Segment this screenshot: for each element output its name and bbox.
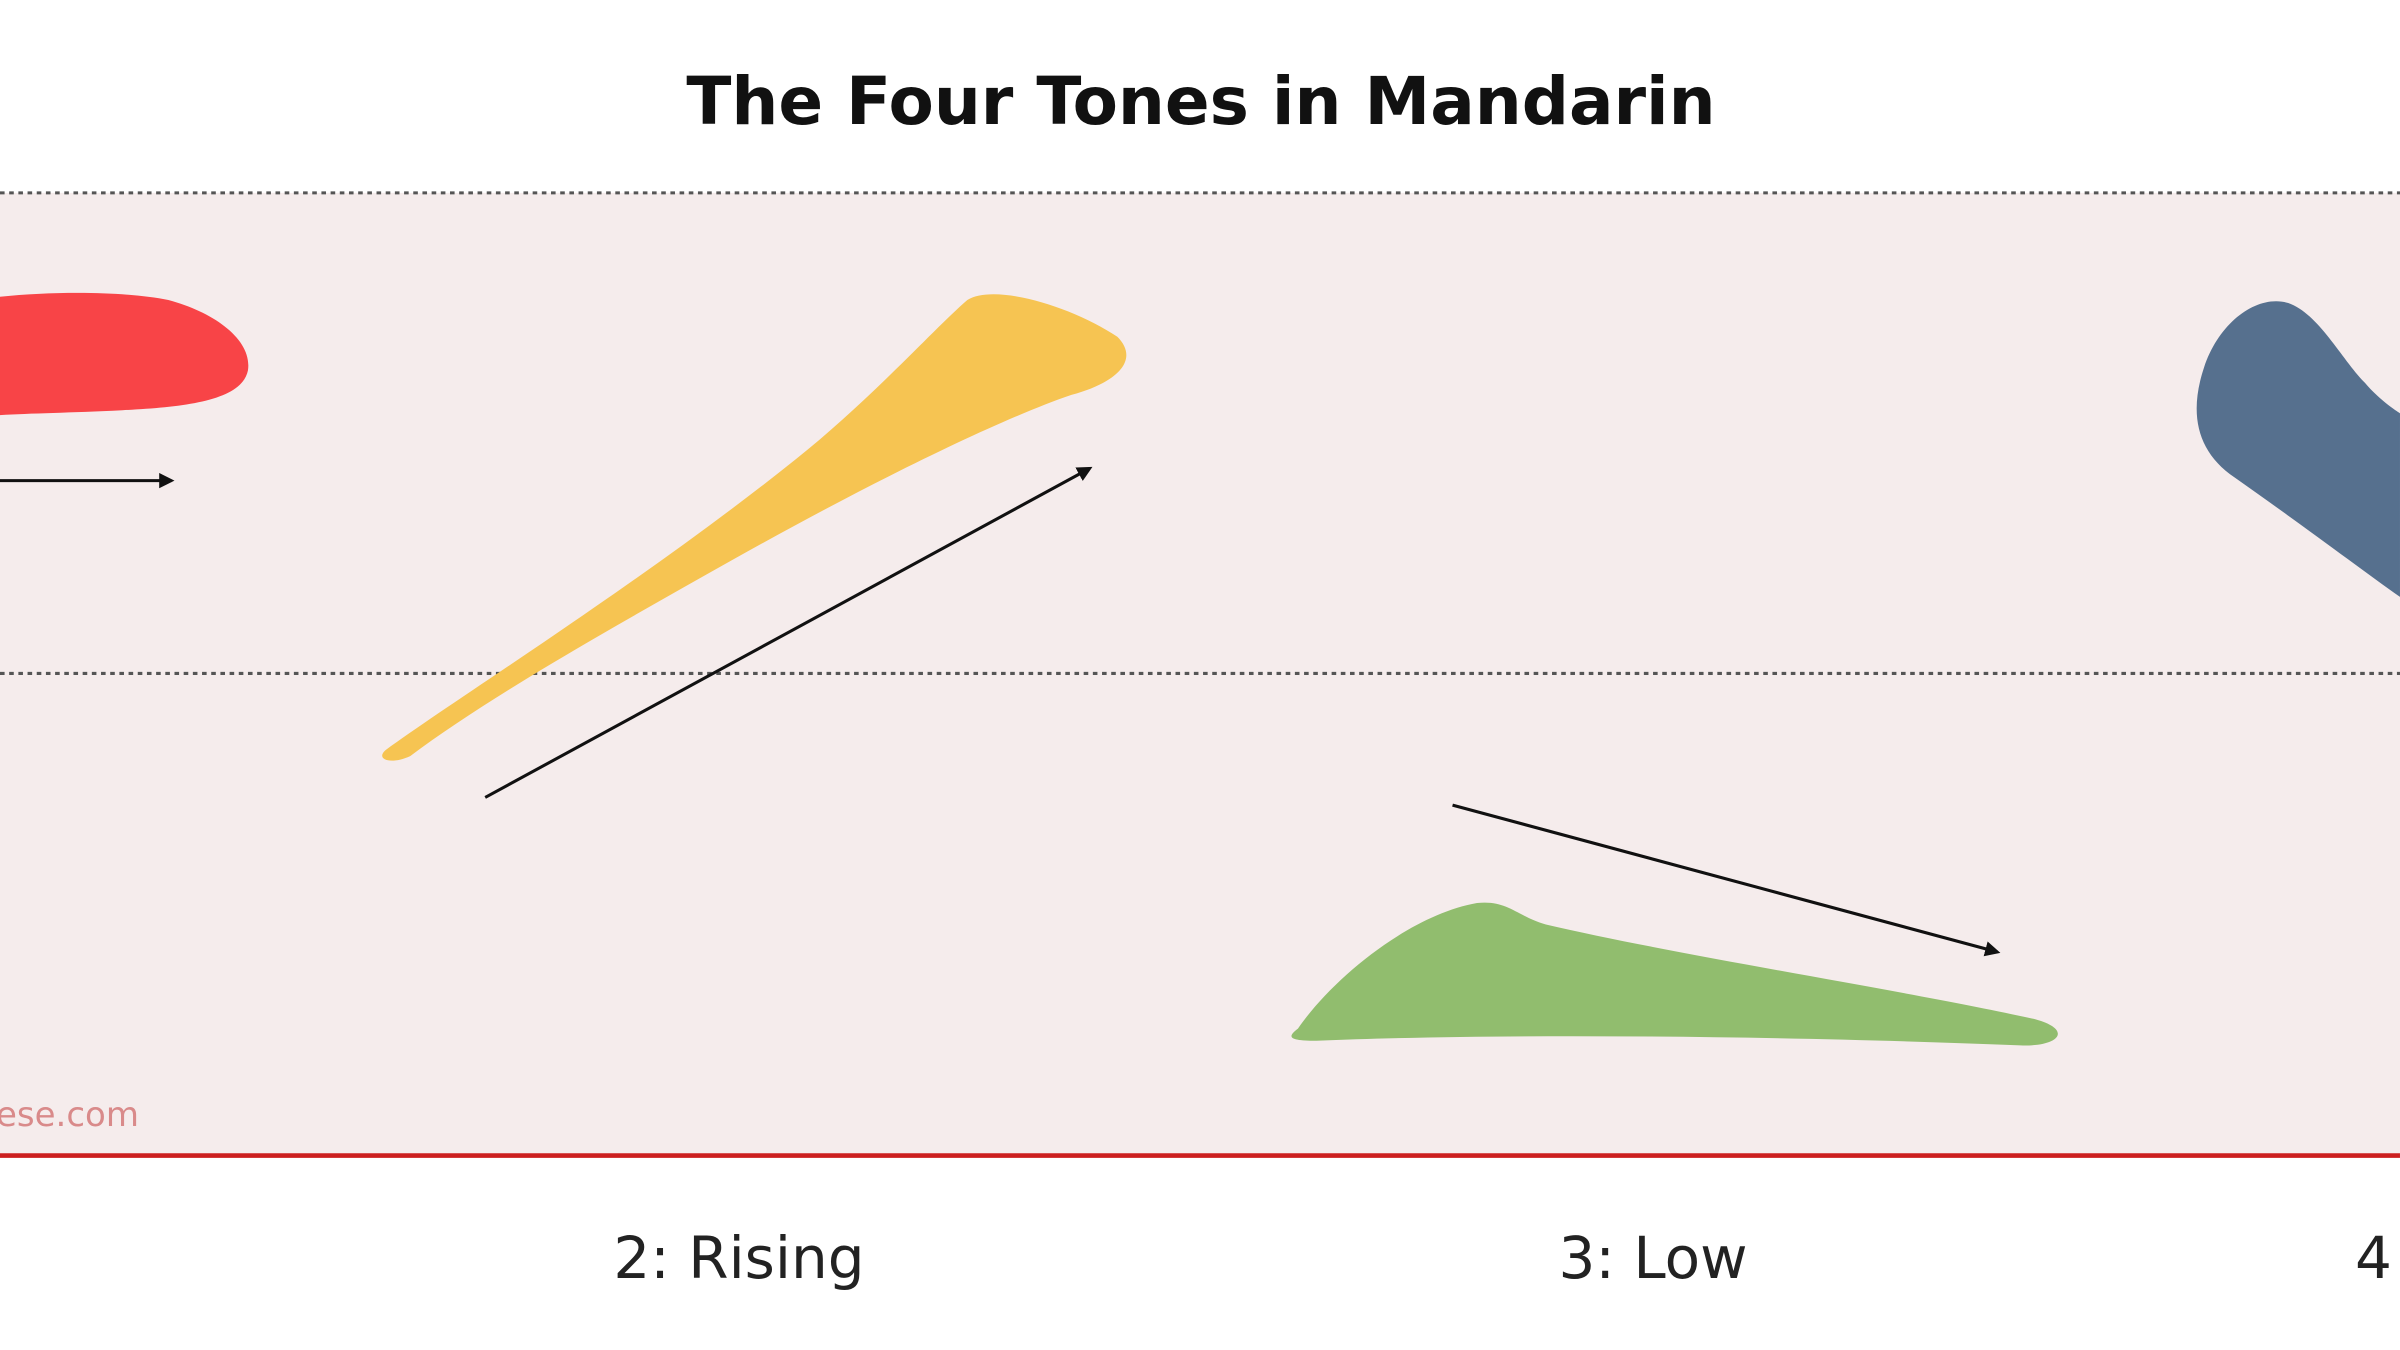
- tone-label: 3: Low: [1558, 1224, 1747, 1292]
- tone3-arrow: [1452, 803, 2001, 957]
- title: The Four Tones in Mandarin: [686, 63, 1715, 140]
- tone2-shape: [382, 294, 1127, 761]
- tone3-shape: [1291, 902, 2058, 1046]
- tone-label: 2: Rising: [613, 1224, 864, 1292]
- tone-label: 4: [2355, 1224, 2392, 1292]
- tone4-shape: [2196, 301, 2400, 597]
- tone2-arrow: [484, 466, 1093, 799]
- watermark: ese.com: [0, 1095, 139, 1135]
- tone1-shape: [0, 292, 249, 416]
- background-panel: [0, 192, 2400, 1156]
